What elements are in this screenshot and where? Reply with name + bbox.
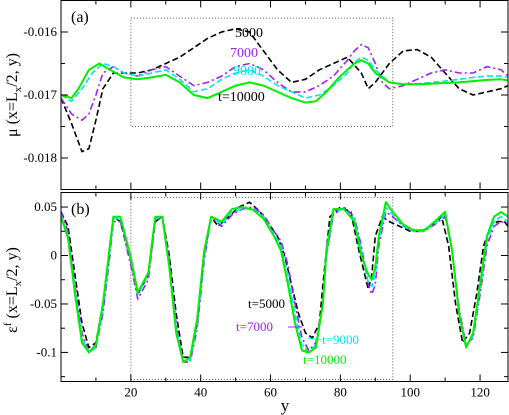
panel-a-annotation-7000: 7000 — [230, 46, 258, 61]
x-tick-label: 100 — [400, 385, 420, 400]
panel-a-annotation-10000: t=10000 — [218, 90, 265, 105]
panel-a-dotted-box — [130, 17, 394, 127]
panel-a-ylabel: μ (x=Lx/2, y) — [4, 53, 24, 137]
series-t10000 — [60, 201, 509, 364]
panel-a-label: (a) — [71, 9, 89, 26]
panel-a-annotation-9000: 9000 — [233, 64, 261, 79]
panel-a: -0.018 -0.017 -0.016 (a) 5000 7000 9000 t=… — [4, 0, 509, 190]
series-t5000 — [60, 28, 509, 153]
y-tick-label: -0.018 — [23, 150, 57, 165]
panel-b-arrows — [288, 326, 322, 354]
panel-a-ticks: -0.018 -0.017 -0.016 — [23, 0, 508, 190]
svg-text:εf (x=Lx/2, y): εf (x=Lx/2, y) — [2, 247, 24, 333]
x-tick-label: 120 — [470, 385, 490, 400]
y-tick-label: -0.017 — [23, 87, 57, 102]
panel-b-ylabel: εf (x=Lx/2, y) — [2, 247, 24, 333]
panel-b-curves — [60, 196, 509, 381]
series-t9000 — [60, 206, 509, 363]
x-tick-label: 40 — [194, 385, 207, 400]
y-tick-label: 0.05 — [34, 199, 57, 214]
x-tick-label: 60 — [264, 385, 277, 400]
series-t5000 — [60, 201, 509, 359]
panel-b-label: (b) — [71, 201, 90, 218]
panel-b-annotation-t5000: t=5000 — [248, 296, 285, 311]
y-tick-label: 0 — [51, 248, 58, 263]
panel-a-curves — [60, 17, 509, 153]
panel-b-xlabel: y — [281, 396, 290, 415]
panel-b-annotation-t10000: t=10000 — [303, 352, 346, 367]
arrow-t9000 — [307, 337, 322, 341]
series-t7000 — [60, 206, 509, 363]
panel-b-frame — [60, 192, 509, 382]
svg-text:μ (x=Lx/2, y): μ (x=Lx/2, y) — [4, 53, 24, 137]
panel-a-annotation-5000: 5000 — [235, 26, 263, 41]
panel-b-annotation-t9000: t=9000 — [322, 332, 359, 347]
x-tick-label: 20 — [124, 385, 137, 400]
x-tick-label: 80 — [334, 385, 347, 400]
y-tick-label: -0.05 — [30, 296, 57, 311]
series-t10000 — [60, 59, 509, 104]
series-t9000 — [60, 56, 509, 103]
y-tick-label: -0.1 — [36, 344, 57, 359]
panel-b-ticks: 20 40 60 80 100 120 -0.1 -0.05 0 0.05 — [30, 192, 508, 400]
y-tick-label: -0.016 — [23, 24, 57, 39]
panel-b-annotation-t7000: t=7000 — [236, 319, 273, 334]
